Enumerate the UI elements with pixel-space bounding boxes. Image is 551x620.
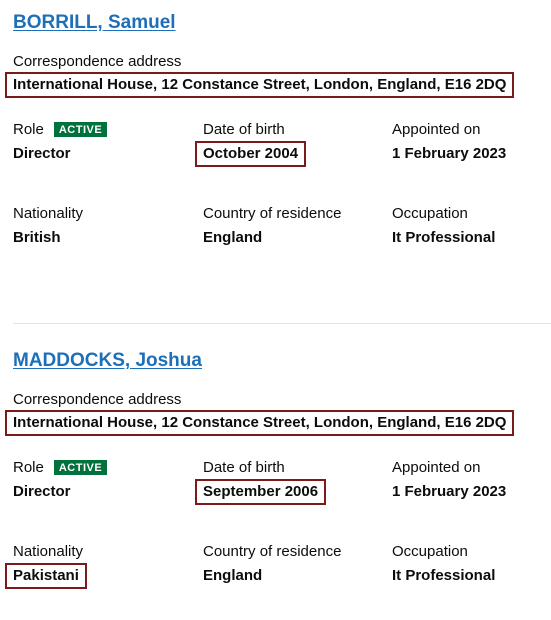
role-value: Director	[13, 145, 71, 162]
date-of-birth-value: September 2006	[195, 479, 327, 505]
nationality-value: British	[13, 229, 61, 246]
date-of-birth-label: Date of birth	[203, 121, 285, 138]
role-value: Director	[13, 483, 71, 500]
nationality-label: Nationality	[13, 543, 84, 560]
role-label: Role	[13, 459, 44, 476]
country-of-residence-value: England	[203, 229, 263, 246]
date-of-birth-value: October 2004	[195, 141, 307, 167]
occupation-value: It Professional	[392, 567, 496, 584]
status-badge: ACTIVE	[53, 460, 108, 475]
nationality-value: Pakistani	[5, 563, 87, 589]
country-of-residence-label: Country of residence	[203, 205, 342, 222]
nationality-label: Nationality	[13, 205, 84, 222]
role-label: Role	[13, 121, 44, 138]
role-label-row: Role ACTIVE	[13, 121, 108, 139]
correspondence-address-label: Correspondence address	[13, 391, 182, 408]
appointed-on-label: Appointed on	[392, 121, 481, 138]
appointed-on-label: Appointed on	[392, 459, 481, 476]
section-divider	[13, 323, 551, 324]
date-of-birth-label: Date of birth	[203, 459, 285, 476]
occupation-value: It Professional	[392, 229, 496, 246]
country-of-residence-label: Country of residence	[203, 543, 342, 560]
appointed-on-value: 1 February 2023	[392, 145, 507, 162]
role-label-row: Role ACTIVE	[13, 459, 108, 477]
country-of-residence-value: England	[203, 567, 263, 584]
status-badge: ACTIVE	[53, 122, 108, 137]
occupation-label: Occupation	[392, 543, 468, 560]
correspondence-address-label: Correspondence address	[13, 53, 182, 70]
correspondence-address-value: International House, 12 Constance Street…	[5, 72, 515, 98]
officer-entry: MADDOCKS, Joshua Correspondence address …	[5, 350, 551, 610]
officer-name-link[interactable]: BORRILL, Samuel	[13, 12, 176, 33]
correspondence-address-value: International House, 12 Constance Street…	[5, 410, 515, 436]
appointed-on-value: 1 February 2023	[392, 483, 507, 500]
officer-name-link[interactable]: MADDOCKS, Joshua	[13, 350, 202, 371]
occupation-label: Occupation	[392, 205, 468, 222]
officer-entry: BORRILL, Samuel Correspondence address I…	[5, 12, 551, 312]
